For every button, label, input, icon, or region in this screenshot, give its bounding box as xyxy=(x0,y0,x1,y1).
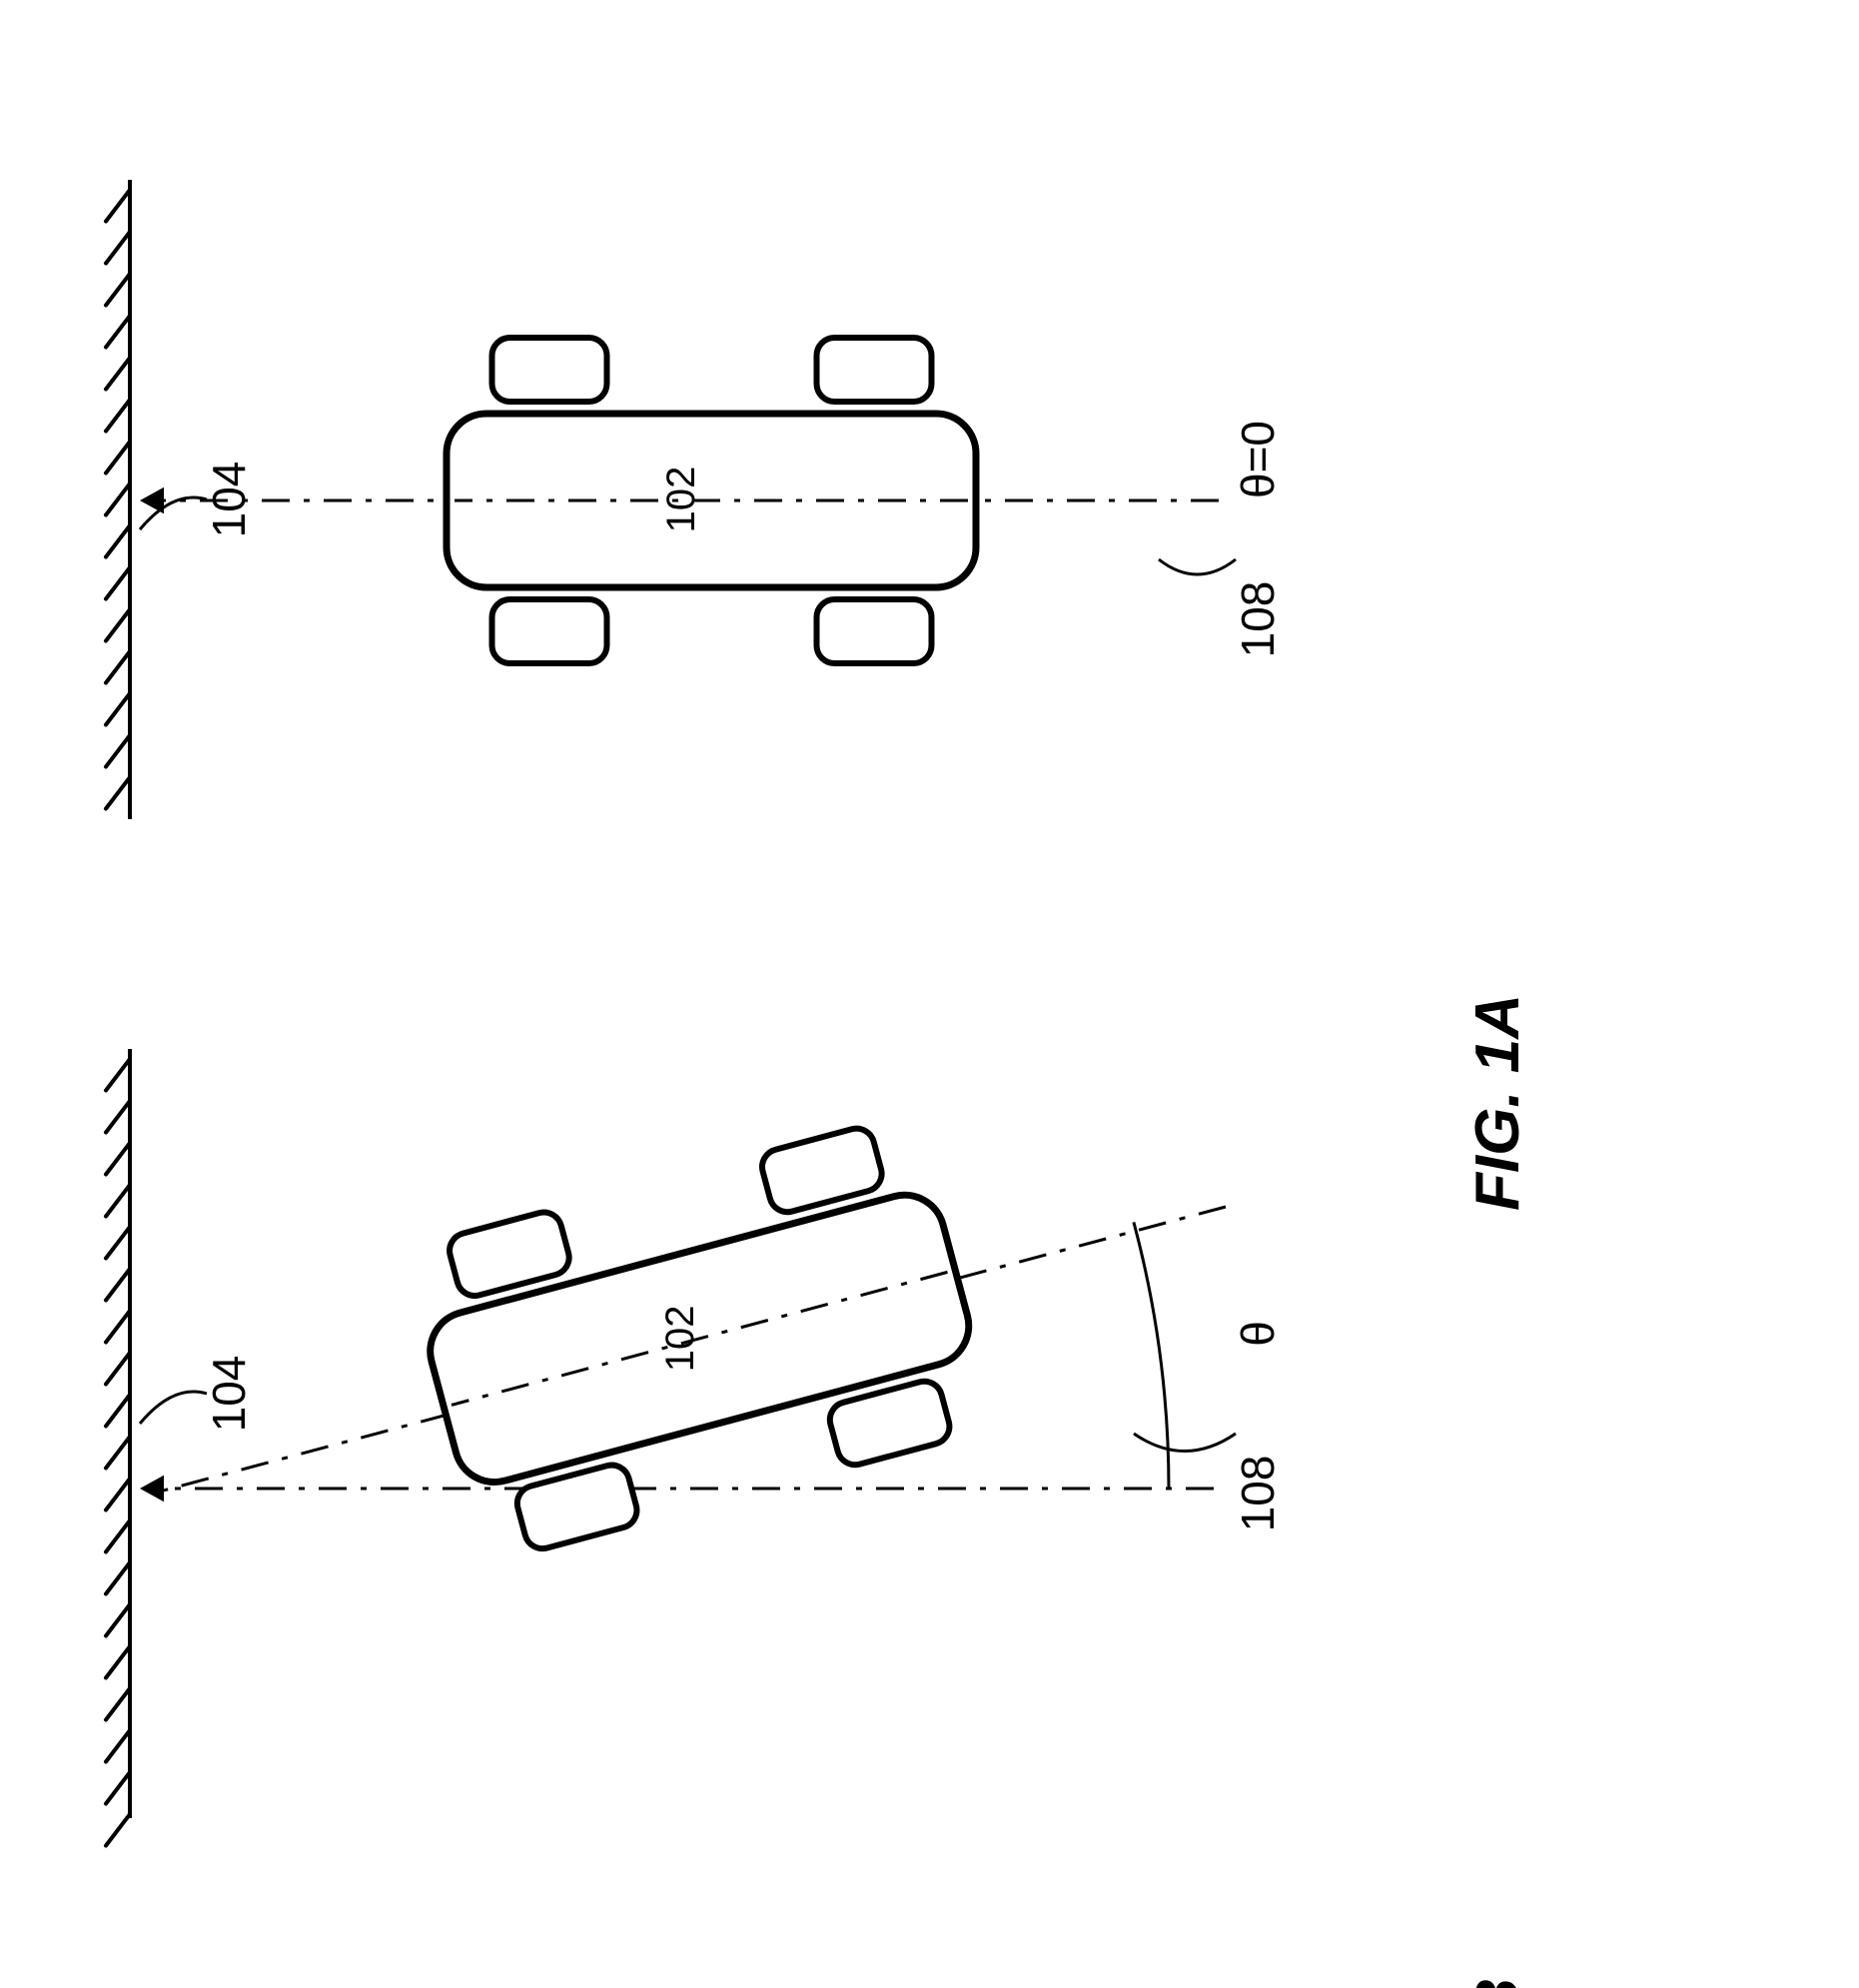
figure-1b: 102 θ 108 104 FIG. 1B xyxy=(106,1049,1532,1988)
ref-108: 108 xyxy=(1232,581,1284,658)
figure-label-1a: FIG. 1A xyxy=(1463,994,1532,1211)
figure-label-1b: FIG. 1B xyxy=(1463,1978,1532,1988)
vehicle-1b: 102 xyxy=(402,1113,997,1564)
theta-label: θ=0 xyxy=(1232,421,1284,498)
theta-label: θ xyxy=(1232,1321,1284,1347)
figure-1a: 102 θ=0 108 104 FIG. 1A xyxy=(106,180,1532,1211)
ref-104: 104 xyxy=(203,462,255,538)
ref-102: 102 xyxy=(659,467,703,533)
ref-108: 108 xyxy=(1232,1456,1284,1532)
ref-102: 102 xyxy=(658,1306,702,1373)
ref-104: 104 xyxy=(203,1356,255,1433)
